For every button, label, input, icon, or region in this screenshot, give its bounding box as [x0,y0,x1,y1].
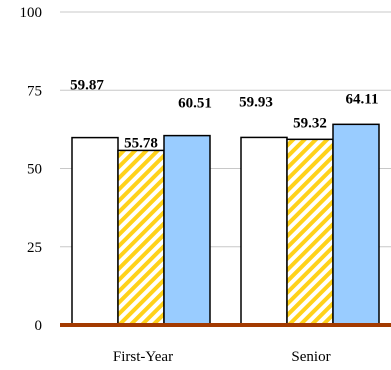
category-label-first-year: First-Year [113,349,173,365]
data-label-first-year-1: 59.87 [70,78,104,94]
y-tick-label-50: 50 [27,162,42,178]
y-tick-label-100: 100 [20,5,43,21]
data-label-senior-2: 59.32 [293,115,327,131]
bar-senior-3 [332,123,380,326]
data-labels: 59.87 55.78 60.51 59.93 59.32 64.11 [70,78,378,152]
y-tick-label-25: 25 [27,240,42,256]
data-label-senior-3: 64.11 [346,91,379,107]
bar-first-year-2 [117,149,165,326]
data-label-senior-1: 59.93 [239,94,273,110]
bars [71,123,380,326]
bar-first-year-3 [163,134,211,326]
y-axis: 0 25 50 75 100 [20,5,43,334]
bar-first-year-1 [71,136,119,326]
data-label-first-year-2: 55.78 [124,135,158,151]
bar-senior-1 [240,136,288,326]
category-labels: First-Year Senior [113,349,331,365]
data-label-first-year-3: 60.51 [178,96,212,112]
y-tick-label-75: 75 [27,83,42,99]
bar-senior-2 [286,138,334,326]
y-tick-label-0: 0 [35,318,43,334]
category-label-senior: Senior [291,349,330,365]
